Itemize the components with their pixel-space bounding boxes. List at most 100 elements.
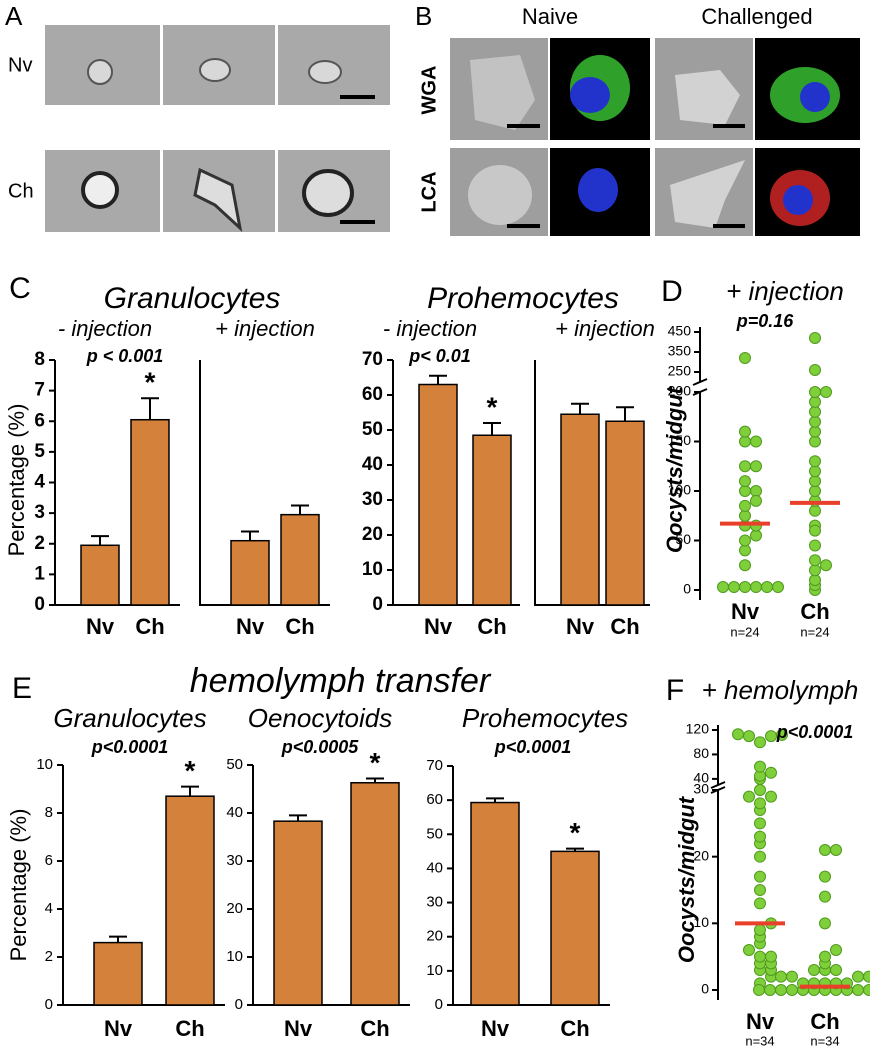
y-tick-label: 30 xyxy=(226,852,243,869)
column-label: Naive xyxy=(522,4,578,29)
p-value: p < 0.001 xyxy=(86,346,164,366)
p-value: p<0.0001 xyxy=(91,737,169,757)
data-point xyxy=(821,387,832,398)
x-tick-label: Ch xyxy=(135,614,164,639)
data-point xyxy=(755,871,766,882)
y-tick-label: 10 xyxy=(36,756,53,773)
row-label: LCA xyxy=(418,171,440,212)
y-tick-label: 0 xyxy=(372,594,383,615)
y-tick-label: 6 xyxy=(45,852,53,869)
y-tick-label: 4 xyxy=(45,900,53,917)
data-point xyxy=(740,476,751,487)
data-point xyxy=(776,985,787,996)
y-tick-label: 20 xyxy=(226,900,243,917)
data-point xyxy=(740,582,751,593)
bar xyxy=(471,803,519,1005)
data-point xyxy=(810,486,821,497)
bar xyxy=(131,420,169,605)
data-point xyxy=(810,466,821,477)
x-tick-label: Nv xyxy=(424,614,453,639)
y-tick-label: 20 xyxy=(426,928,443,945)
data-point xyxy=(740,436,751,447)
data-point xyxy=(831,965,842,976)
panel-label: B xyxy=(415,1,432,31)
data-point xyxy=(751,582,762,593)
data-point xyxy=(751,461,762,472)
y-tick-label: 250 xyxy=(668,363,692,379)
y-tick-label: 60 xyxy=(426,791,443,808)
bar xyxy=(561,414,599,605)
data-point xyxy=(810,575,821,586)
data-point xyxy=(810,387,821,398)
data-point xyxy=(831,845,842,856)
data-point xyxy=(766,791,777,802)
panel-label: C xyxy=(9,272,31,305)
data-point xyxy=(740,486,751,497)
bar xyxy=(274,821,322,1005)
data-point xyxy=(751,486,762,497)
y-tick-label: 0 xyxy=(45,996,53,1013)
y-tick-label: 20 xyxy=(362,524,383,545)
data-point xyxy=(853,971,864,982)
y-tick-label: 2 xyxy=(34,533,45,554)
significance-star: * xyxy=(570,817,581,848)
y-tick-label: 30 xyxy=(362,489,383,510)
cell xyxy=(88,60,112,84)
y-tick-label: 70 xyxy=(426,757,443,774)
data-point xyxy=(810,436,821,447)
data-point xyxy=(755,761,766,772)
data-point xyxy=(740,545,751,556)
y-tick-label: 50 xyxy=(426,825,443,842)
y-tick-label: 50 xyxy=(362,419,383,440)
x-tick-label: Ch xyxy=(800,599,829,624)
x-tick-label: Ch xyxy=(285,614,314,639)
x-tick-label: Nv xyxy=(731,599,760,624)
data-point xyxy=(755,798,766,809)
x-tick-label: Nv xyxy=(104,1016,133,1041)
p-value: p<0.0001 xyxy=(776,722,854,742)
bar xyxy=(606,421,644,605)
data-point xyxy=(733,729,744,740)
data-point xyxy=(810,505,821,516)
figure-title: hemolymph transfer xyxy=(190,662,492,700)
nucleus xyxy=(800,82,830,112)
bar xyxy=(81,545,119,605)
y-tick-label: 0 xyxy=(34,594,45,615)
x-tick-label: Ch xyxy=(610,614,639,639)
data-point xyxy=(740,535,751,546)
chart-title: + hemolymph xyxy=(702,675,859,705)
data-point xyxy=(744,945,755,956)
data-point xyxy=(820,845,831,856)
data-point xyxy=(787,985,798,996)
y-tick-label: 2 xyxy=(45,948,53,965)
data-point xyxy=(755,898,766,909)
chart-subtitle: + injection xyxy=(215,316,315,341)
data-point xyxy=(755,851,766,862)
chart-subtitle: - injection xyxy=(58,316,152,341)
data-point xyxy=(751,436,762,447)
data-point xyxy=(810,476,821,487)
data-point xyxy=(810,525,821,536)
panel-label: A xyxy=(5,1,23,31)
p-value: p<0.0005 xyxy=(281,737,360,757)
data-point xyxy=(740,510,751,521)
y-tick-label: 10 xyxy=(426,962,443,979)
y-tick-label: 50 xyxy=(226,756,243,773)
nucleus xyxy=(570,77,610,113)
chart-subtitle: - injection xyxy=(383,316,477,341)
y-tick-label: 60 xyxy=(362,384,383,405)
y-tick-label: 0 xyxy=(683,581,691,597)
data-point xyxy=(853,985,864,996)
y-axis-label: Percentage (%) xyxy=(4,404,29,557)
data-point xyxy=(755,737,766,748)
data-point xyxy=(821,560,832,571)
panel-label: D xyxy=(661,275,683,308)
panel-label: E xyxy=(12,672,32,705)
x-tick-label: Ch xyxy=(477,614,506,639)
y-tick-label: 40 xyxy=(226,804,243,821)
data-point xyxy=(810,416,821,427)
y-tick-label: 1 xyxy=(34,563,45,584)
nucleus xyxy=(578,168,618,212)
data-point xyxy=(751,495,762,506)
data-point xyxy=(762,582,773,593)
